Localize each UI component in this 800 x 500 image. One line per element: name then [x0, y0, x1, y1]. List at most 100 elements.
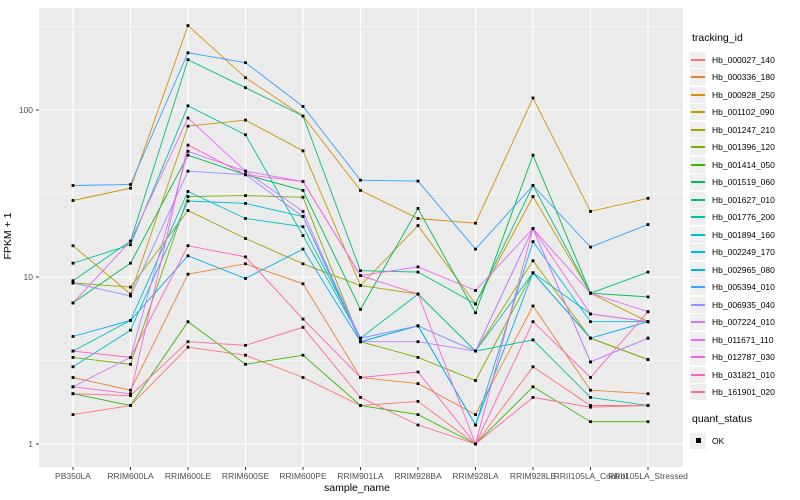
data-point [416, 270, 420, 274]
data-point [589, 360, 592, 364]
legend-item-label: Hb_031821_010 [712, 369, 775, 380]
data-point [186, 104, 190, 108]
legend-item-label: Hb_002249_170 [712, 247, 775, 258]
data-point [646, 336, 650, 340]
x-tick-label: RRIM600LE [165, 471, 212, 481]
data-point [71, 184, 75, 187]
data-point [244, 169, 247, 173]
plot-area: PB350LA RRIM600LA RRIM600LE RRIM600SE RRIM60… [19, 8, 688, 481]
legend-key-swatch [690, 86, 706, 103]
data-point [416, 382, 420, 385]
legend-item-label: Hb_000928_250 [712, 89, 775, 100]
data-point [359, 396, 362, 399]
data-point [129, 292, 132, 296]
data-point [186, 254, 190, 258]
data-point [244, 237, 247, 240]
data-point [129, 183, 132, 186]
series-color-line-icon [691, 93, 705, 96]
legend-item-label: Hb_001247_210 [712, 124, 775, 135]
data-point [531, 320, 535, 324]
series-color-line-icon [691, 216, 705, 219]
data-point [359, 340, 362, 344]
data-point [474, 349, 477, 353]
legend-key-swatch [690, 139, 706, 156]
data-point [71, 392, 75, 396]
x-tick-label: RRII105LA_Control [554, 471, 628, 481]
data-point [589, 245, 592, 249]
y-axis-title: FPKM + 1 [2, 212, 14, 260]
data-point [301, 105, 305, 108]
series-color-line-icon [691, 76, 705, 79]
data-point [589, 312, 592, 316]
data-point [71, 279, 75, 283]
data-point [416, 217, 420, 220]
legend-item-label: Hb_001414_050 [712, 159, 775, 170]
legend-key-swatch [690, 366, 706, 383]
data-point [244, 362, 247, 366]
x-tick-label: RRIM928LE [510, 471, 557, 481]
legend-key-swatch [690, 314, 706, 331]
data-point [186, 195, 190, 198]
legend-item-Hb_005394_010: Hb_005394_010 [690, 279, 800, 297]
data-point [474, 221, 477, 225]
legend-item-Hb_011671_110: Hb_011671_110 [690, 331, 800, 349]
data-point [186, 209, 190, 212]
data-point [244, 76, 247, 80]
data-point [301, 376, 305, 379]
legend-item-Hb_002965_080: Hb_002965_080 [690, 261, 800, 279]
data-point [186, 244, 190, 248]
legend-key-swatch [690, 174, 706, 191]
data-point [129, 239, 132, 243]
legend-item-label: Hb_012787_030 [712, 352, 775, 363]
data-point [186, 169, 190, 173]
legend-item-label: Hb_001519_060 [712, 177, 775, 188]
black-square-marker-icon [695, 438, 701, 444]
data-point [129, 285, 132, 289]
data-point [301, 317, 305, 321]
data-point [71, 349, 75, 353]
data-point [531, 304, 535, 308]
x-tick-label: RRIM901LA [337, 471, 384, 481]
data-point [244, 118, 247, 122]
data-point [589, 291, 592, 295]
data-point [359, 308, 362, 311]
data-point [359, 284, 362, 287]
data-point [71, 301, 75, 305]
data-point [416, 400, 420, 403]
data-point [359, 274, 362, 277]
data-point [646, 320, 650, 324]
data-point [359, 178, 362, 182]
series-color-line-icon [691, 321, 705, 324]
legend-tracking-items: Hb_000027_140 Hb_000336_180 Hb_000928_250 H… [690, 51, 800, 401]
series-color-line-icon [691, 198, 705, 201]
data-point [71, 365, 75, 369]
quant-ok-key [690, 432, 706, 449]
data-point [531, 385, 535, 389]
legend-item-label: Hb_000027_140 [712, 54, 775, 65]
legend-item-label: Hb_001627_010 [712, 194, 775, 205]
data-point [474, 247, 477, 251]
data-point [186, 153, 190, 157]
data-point [589, 210, 592, 213]
y-tick-label: 1 [28, 439, 33, 449]
data-point [71, 281, 75, 285]
data-point [301, 189, 305, 192]
legend-item-quant-ok: OK [690, 432, 800, 450]
legend-item-Hb_006935_040: Hb_006935_040 [690, 296, 800, 314]
data-point [301, 215, 305, 218]
data-point [129, 392, 132, 396]
data-point [186, 199, 190, 203]
series-color-line-icon [691, 128, 705, 131]
legend-item-Hb_000027_140: Hb_000027_140 [690, 51, 800, 69]
legend-item-Hb_031821_010: Hb_031821_010 [690, 366, 800, 384]
legend-key-swatch [690, 51, 706, 68]
data-point [474, 442, 477, 446]
x-tick-label: PB350LA [55, 471, 91, 481]
series-color-line-icon [691, 391, 705, 394]
data-point [301, 180, 305, 183]
legend-item-Hb_001627_010: Hb_001627_010 [690, 191, 800, 209]
legend-key-swatch [690, 296, 706, 313]
data-point [646, 358, 650, 361]
data-point [244, 133, 247, 137]
series-color-line-icon [691, 303, 705, 306]
